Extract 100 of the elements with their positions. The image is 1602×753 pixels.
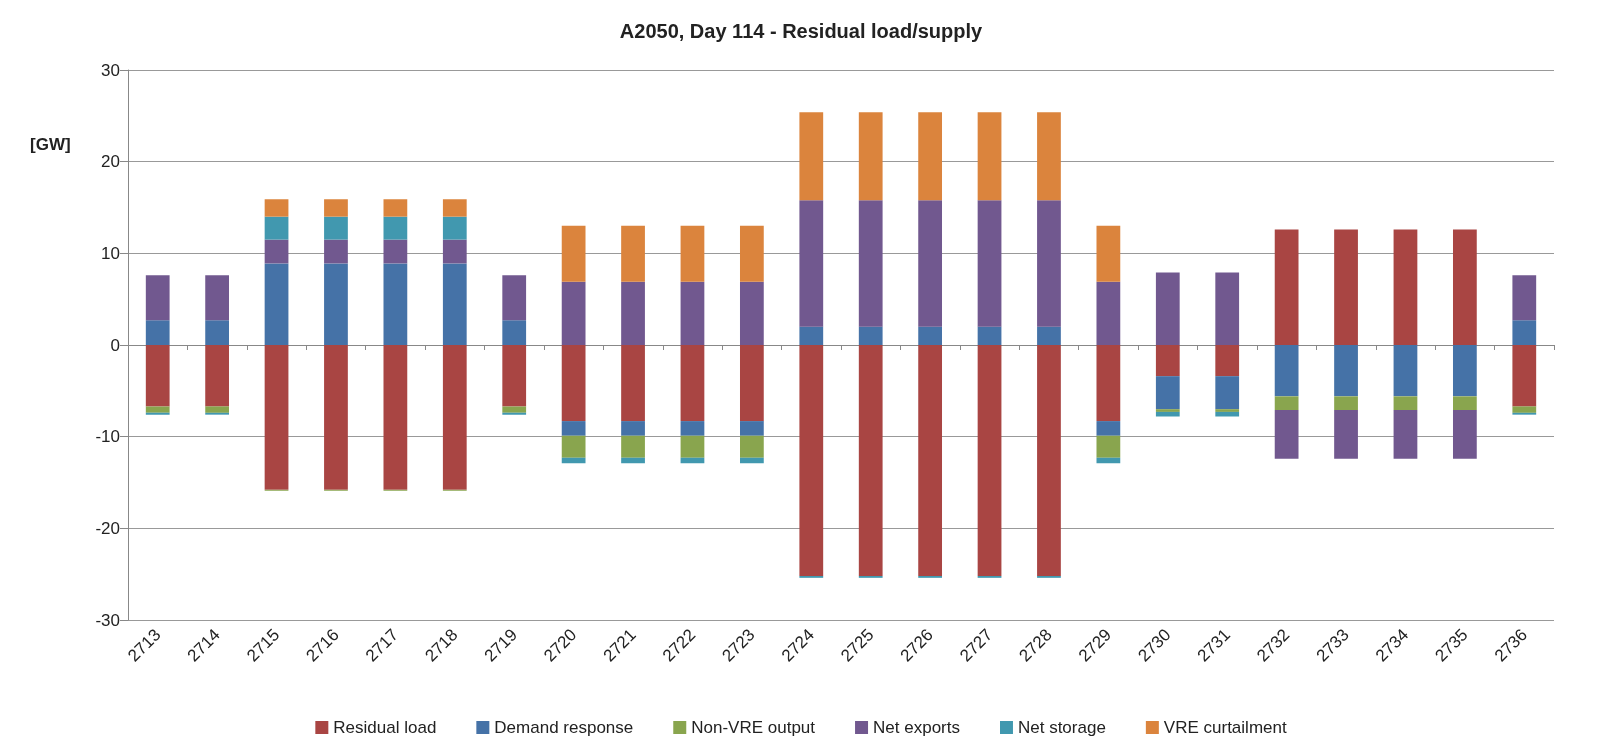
y-tick-label: 30 [101, 60, 120, 80]
bar [977, 326, 1002, 345]
bar [145, 345, 170, 407]
y-tick-label: 0 [110, 335, 120, 355]
bar [1274, 410, 1299, 459]
bar [621, 345, 645, 422]
bar [1393, 229, 1418, 345]
bar [1334, 396, 1358, 411]
bar [1215, 376, 1240, 410]
bar [205, 406, 230, 413]
bar [1096, 435, 1121, 458]
y-tick-label: 10 [101, 243, 120, 263]
bar [205, 345, 230, 407]
bar [264, 199, 289, 217]
bar [1334, 345, 1358, 397]
bar [918, 326, 943, 345]
bar [621, 225, 645, 282]
bar [205, 320, 230, 345]
bar [1274, 396, 1299, 411]
bar [858, 345, 883, 576]
bar [680, 435, 705, 458]
bar [324, 216, 348, 240]
bar [145, 406, 170, 413]
bar [1274, 229, 1299, 345]
bar [561, 345, 586, 422]
bar [1037, 345, 1061, 576]
bar [264, 216, 289, 240]
bar [1037, 200, 1061, 327]
bar [1096, 225, 1121, 282]
bar [561, 457, 586, 464]
bar [383, 263, 408, 345]
bar [680, 421, 705, 436]
bar [383, 239, 408, 264]
bar [680, 281, 705, 345]
bar [918, 112, 943, 201]
bar [799, 112, 824, 201]
bar [1215, 345, 1240, 377]
bar [1452, 345, 1477, 397]
bar [1512, 345, 1537, 407]
bar [561, 435, 586, 458]
bar [977, 345, 1002, 576]
legend-label: Non-VRE output [691, 718, 816, 737]
bar [442, 239, 467, 264]
legend-label: Net exports [873, 718, 960, 737]
bar [1393, 345, 1418, 397]
chart-title: A2050, Day 114 - Residual load/supply [619, 20, 984, 42]
y-tick-label: -10 [95, 427, 120, 447]
bar [1037, 326, 1061, 345]
bar [1096, 281, 1121, 345]
bar [918, 200, 943, 327]
bar [1512, 275, 1537, 321]
bar [1452, 229, 1477, 345]
bar [1155, 345, 1180, 377]
bar [1037, 112, 1061, 201]
bar [1334, 229, 1358, 345]
bar [1215, 272, 1240, 345]
bar [1155, 411, 1180, 417]
bar [739, 345, 764, 422]
bar [383, 199, 408, 217]
bar [324, 199, 348, 217]
bar [621, 435, 645, 458]
bar [561, 281, 586, 345]
legend-label: VRE curtailment [1163, 718, 1287, 737]
bar [1393, 396, 1418, 411]
bar [324, 263, 348, 345]
bar [561, 225, 586, 282]
bar [858, 326, 883, 345]
bar [442, 345, 467, 490]
bar [205, 275, 230, 321]
bar [442, 199, 467, 217]
legend-label: Residual load [333, 718, 437, 737]
bar [739, 457, 764, 464]
bar [680, 225, 705, 282]
bar [502, 406, 527, 413]
bar [1274, 345, 1299, 397]
bar [145, 275, 170, 321]
bar [264, 345, 289, 490]
bar [1452, 410, 1477, 459]
bar [858, 112, 883, 201]
bar [324, 345, 348, 490]
bar [383, 216, 408, 240]
bar [1393, 410, 1418, 459]
bar [502, 320, 527, 345]
bar [502, 345, 527, 407]
bar [1334, 410, 1358, 459]
bar [1155, 272, 1180, 345]
bar [145, 320, 170, 345]
bar [977, 200, 1002, 327]
bar [739, 281, 764, 345]
y-tick-label: -30 [95, 610, 120, 630]
legend-label: Demand response [494, 718, 634, 737]
bar [1155, 376, 1180, 410]
legend-label: Net storage [1017, 718, 1106, 737]
bar [502, 275, 527, 321]
bar [621, 281, 645, 345]
bar [621, 421, 645, 436]
bar [799, 200, 824, 327]
bar [739, 421, 764, 436]
bar [264, 239, 289, 264]
bar [264, 263, 289, 345]
